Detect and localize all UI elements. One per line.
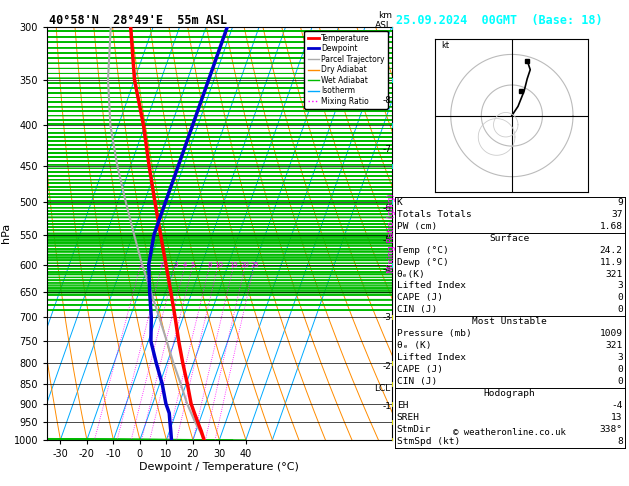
X-axis label: Dewpoint / Temperature (°C): Dewpoint / Temperature (°C) [140, 462, 299, 471]
Text: 1.68: 1.68 [599, 222, 623, 231]
Y-axis label: hPa: hPa [1, 223, 11, 243]
Text: Hodograph: Hodograph [484, 389, 535, 398]
Text: 0: 0 [617, 377, 623, 386]
Text: 40°58'N  28°49'E  55m ASL: 40°58'N 28°49'E 55m ASL [49, 14, 228, 27]
Text: CIN (J): CIN (J) [397, 377, 437, 386]
Text: 1: 1 [138, 261, 143, 268]
Text: Mixing Ratio (g/kg): Mixing Ratio (g/kg) [387, 193, 396, 273]
Text: SREH: SREH [397, 413, 420, 422]
Text: -7: -7 [382, 145, 392, 154]
Text: Lifted Index: Lifted Index [397, 281, 465, 291]
Text: 15: 15 [230, 261, 238, 268]
Text: CAPE (J): CAPE (J) [397, 294, 443, 302]
Text: PW (cm): PW (cm) [397, 222, 437, 231]
Text: 0: 0 [617, 305, 623, 314]
Text: 5: 5 [191, 261, 195, 268]
Text: 321: 321 [606, 341, 623, 350]
Text: 4: 4 [183, 261, 187, 268]
Text: 13: 13 [611, 413, 623, 422]
Text: 2: 2 [160, 261, 164, 268]
Text: 8: 8 [617, 437, 623, 446]
Text: km
ASL: km ASL [375, 11, 392, 30]
Text: 25: 25 [250, 261, 259, 268]
Text: kt: kt [442, 41, 450, 50]
Text: StmDir: StmDir [397, 425, 431, 434]
Text: EH: EH [397, 401, 408, 410]
Text: -6: -6 [382, 204, 392, 212]
Text: 8: 8 [208, 261, 212, 268]
Text: 321: 321 [606, 270, 623, 278]
Text: Totals Totals: Totals Totals [397, 210, 471, 219]
Text: Surface: Surface [489, 234, 530, 243]
Text: 37: 37 [611, 210, 623, 219]
Text: -8: -8 [382, 96, 392, 105]
Text: θₑ(K): θₑ(K) [397, 270, 425, 278]
Text: -5: -5 [382, 236, 392, 245]
Text: CAPE (J): CAPE (J) [397, 365, 443, 374]
Text: -4: -4 [611, 401, 623, 410]
Text: Dewp (°C): Dewp (°C) [397, 258, 448, 266]
Text: 3: 3 [617, 353, 623, 362]
Text: Lifted Index: Lifted Index [397, 353, 465, 362]
Text: Temp (°C): Temp (°C) [397, 245, 448, 255]
Text: StmSpd (kt): StmSpd (kt) [397, 437, 460, 446]
Text: 25.09.2024  00GMT  (Base: 18): 25.09.2024 00GMT (Base: 18) [396, 14, 603, 27]
Text: -4: -4 [383, 265, 392, 274]
Text: 0: 0 [617, 365, 623, 374]
Text: 9: 9 [617, 198, 623, 207]
Text: 0: 0 [617, 294, 623, 302]
Text: Most Unstable: Most Unstable [472, 317, 547, 326]
Legend: Temperature, Dewpoint, Parcel Trajectory, Dry Adiabat, Wet Adiabat, Isotherm, Mi: Temperature, Dewpoint, Parcel Trajectory… [304, 31, 388, 109]
Text: 20: 20 [241, 261, 250, 268]
Text: 1009: 1009 [599, 330, 623, 338]
Text: -3: -3 [382, 313, 392, 322]
Text: 10: 10 [214, 261, 223, 268]
Text: K: K [397, 198, 403, 207]
Text: © weatheronline.co.uk: © weatheronline.co.uk [454, 428, 566, 437]
Text: -2: -2 [383, 362, 392, 371]
Text: θₑ (K): θₑ (K) [397, 341, 431, 350]
Text: 3: 3 [173, 261, 177, 268]
Text: 338°: 338° [599, 425, 623, 434]
Text: CIN (J): CIN (J) [397, 305, 437, 314]
Text: 24.2: 24.2 [599, 245, 623, 255]
Text: Pressure (mb): Pressure (mb) [397, 330, 471, 338]
Text: LCL: LCL [374, 383, 391, 393]
Text: 11.9: 11.9 [599, 258, 623, 266]
Text: -1: -1 [382, 402, 392, 411]
Text: 3: 3 [617, 281, 623, 291]
